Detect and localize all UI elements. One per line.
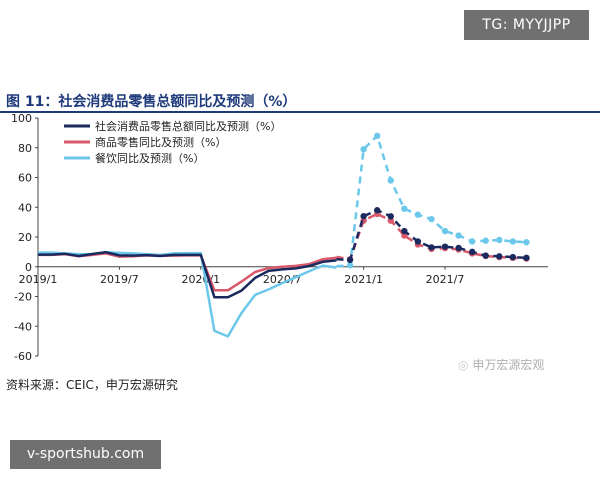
forecast-point-catering (455, 232, 462, 239)
forecast-point-retail-total (509, 253, 517, 261)
forecast-point-retail-total (523, 254, 530, 262)
x-tick-label: 2021/7 (426, 273, 465, 286)
forecast-point-catering (496, 236, 503, 244)
x-tick-label: 2020/7 (263, 273, 302, 286)
legend-label-goods: 商品零售同比及预测（%） (95, 135, 226, 149)
y-tick-label: 0 (25, 261, 32, 274)
wechat-watermark: ◎ 申万宏源宏观 (458, 356, 544, 373)
forecast-point-retail-total (414, 238, 422, 245)
forecast-point-retail-total (482, 252, 489, 259)
forecast-point-retail-total (428, 244, 435, 251)
forecast-point-goods (401, 232, 408, 239)
forecast-point-catering (468, 238, 476, 245)
forecast-point-catering (523, 239, 530, 246)
forecast-point-catering (401, 205, 408, 212)
site-watermark-badge: v-sportshub.com (10, 440, 161, 469)
legend-label-retail-total: 社会消费品零售总额同比及预测（%） (95, 119, 281, 133)
x-tick-label: 2019/7 (100, 273, 139, 286)
wechat-icon: ◎ (458, 358, 469, 372)
forecast-point-catering (482, 237, 489, 244)
forecast-point-catering (428, 215, 435, 223)
chart-title: 图 11：社会消费品零售总额同比及预测（%） (6, 94, 297, 110)
y-tick-label: -60 (14, 350, 32, 363)
forecast-point-catering (373, 132, 381, 140)
forecast-point-retail-total (360, 212, 367, 220)
x-tick-label: 2020/1 (181, 273, 220, 286)
y-tick-label: 100 (11, 112, 32, 125)
forecast-point-retail-total (387, 213, 394, 220)
forecast-point-catering (360, 146, 367, 153)
series-line-retail-total (38, 250, 337, 299)
y-tick-label: 20 (18, 231, 32, 244)
forecast-point-catering (441, 227, 449, 235)
y-tick-label: 80 (18, 142, 32, 155)
forecast-point-retail-total (346, 256, 354, 264)
y-tick-label: -20 (14, 291, 32, 304)
forecast-point-retail-total (496, 253, 503, 260)
x-tick-label: 2019/1 (19, 273, 58, 286)
y-tick-label: 60 (18, 172, 32, 185)
tg-watermark-badge: TG: MYYJJPP (464, 10, 589, 40)
forecast-point-retail-total (455, 244, 462, 252)
x-tick-label: 2021/1 (344, 273, 383, 286)
forecast-point-retail-total (441, 243, 449, 250)
source-note: 资料来源：CEIC，申万宏源研究 (6, 378, 178, 392)
forecast-point-catering (387, 177, 394, 184)
y-tick-label: -40 (14, 320, 32, 333)
forecast-point-catering (414, 211, 422, 218)
forecast-point-catering (509, 238, 517, 245)
forecast-point-retail-total (468, 248, 476, 256)
series-line-catering (38, 251, 337, 338)
wechat-watermark-text: 申万宏源宏观 (472, 358, 545, 372)
forecast-point-catering (346, 262, 354, 269)
series-forecast-line-retail-total (336, 208, 527, 262)
line-chart: -60 -40 -20 0 20 40 60 80 100 2019/1 2019/7 2020/1 2… (11, 112, 548, 363)
title-divider (0, 111, 600, 113)
forecast-point-retail-total (401, 227, 408, 235)
y-tick-label: 40 (18, 201, 32, 214)
legend-label-catering: 餐饮同比及预测（%） (95, 151, 204, 165)
forecast-point-retail-total (373, 207, 381, 214)
